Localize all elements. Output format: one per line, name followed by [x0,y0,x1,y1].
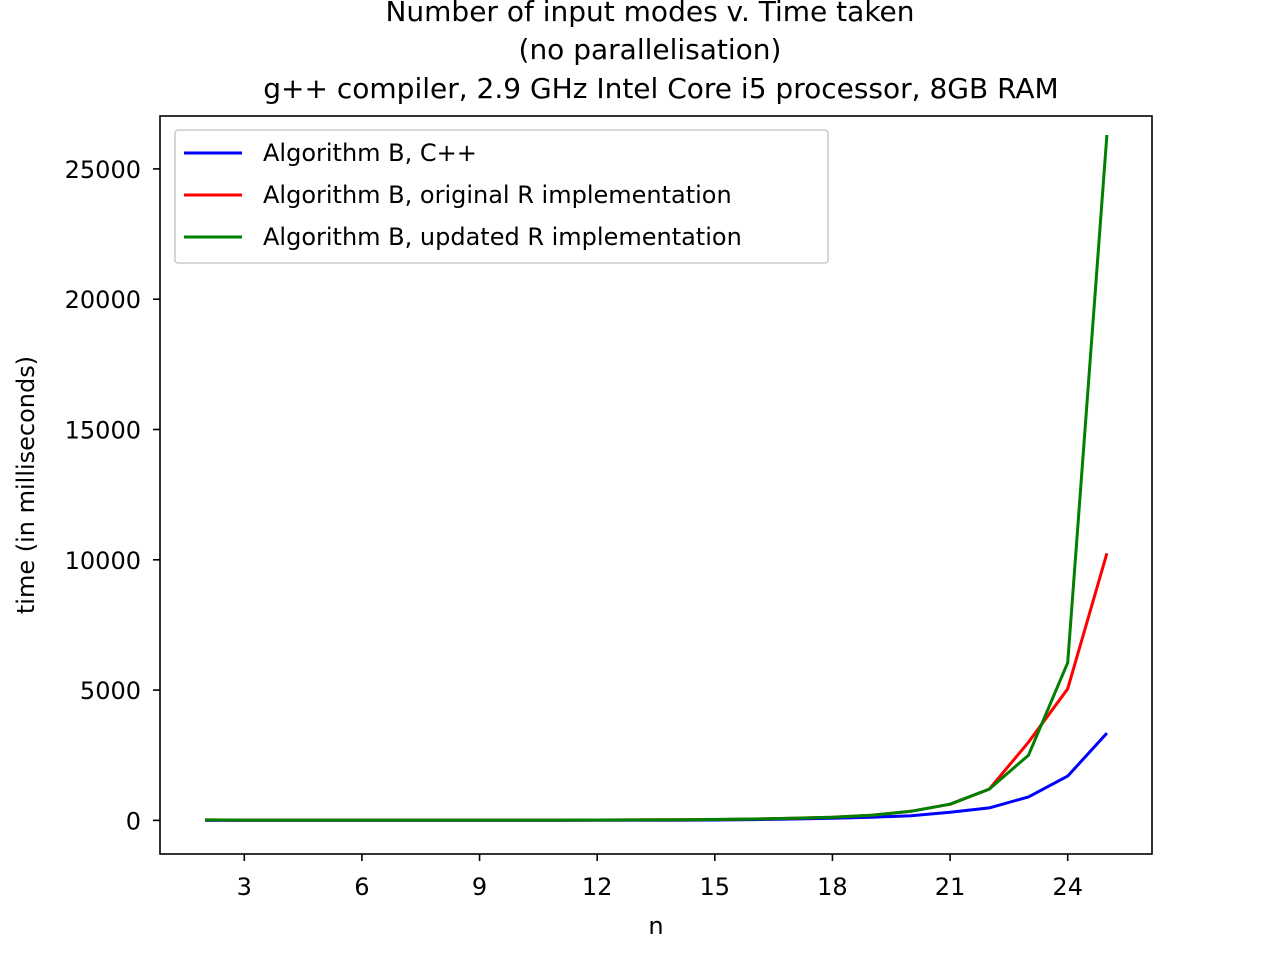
x-tick-label: 3 [237,873,252,901]
y-tick-label: 20000 [65,286,141,314]
legend-label-1: Algorithm B, C++ [263,139,477,167]
chart-title-line-2: (no parallelisation) [519,33,782,66]
x-tick-label: 24 [1052,873,1083,901]
x-tick-label: 18 [817,873,848,901]
series-line-2 [205,552,1109,822]
chart-title-line-3: g++ compiler, 2.9 GHz Intel Core i5 proc… [263,72,1058,105]
legend-label-3: Algorithm B, updated R implementation [263,223,742,251]
y-tick-label: 25000 [65,156,141,184]
y-axis-ticks: 0 5000 10000 15000 20000 25000 [65,156,160,835]
plot-lines [205,134,1109,822]
plot-frame [159,115,1153,855]
x-tick-label: 9 [472,873,487,901]
y-axis-label: time (in milliseconds) [12,356,40,614]
legend-label-2: Algorithm B, original R implementation [263,181,732,209]
x-tick-label: 15 [700,873,731,901]
x-axis-ticks: 3 6 9 12 15 18 21 24 [237,854,1083,901]
legend: Algorithm B, C++ Algorithm B, original R … [174,129,829,264]
chart-title: Number of input modes v. Time taken (no … [263,0,1058,105]
chart-title-line-1: Number of input modes v. Time taken [385,0,914,28]
x-tick-label: 12 [582,873,613,901]
legend-box [174,129,829,264]
y-tick-label: 15000 [65,416,141,444]
y-tick-label: 5000 [80,677,141,705]
series-line-1 [205,732,1109,822]
y-tick-label: 10000 [65,547,141,575]
y-tick-label: 0 [126,807,141,835]
series-line-3 [205,134,1109,822]
x-axis-label: n [648,912,663,940]
x-tick-label: 6 [354,873,369,901]
x-tick-label: 21 [935,873,966,901]
